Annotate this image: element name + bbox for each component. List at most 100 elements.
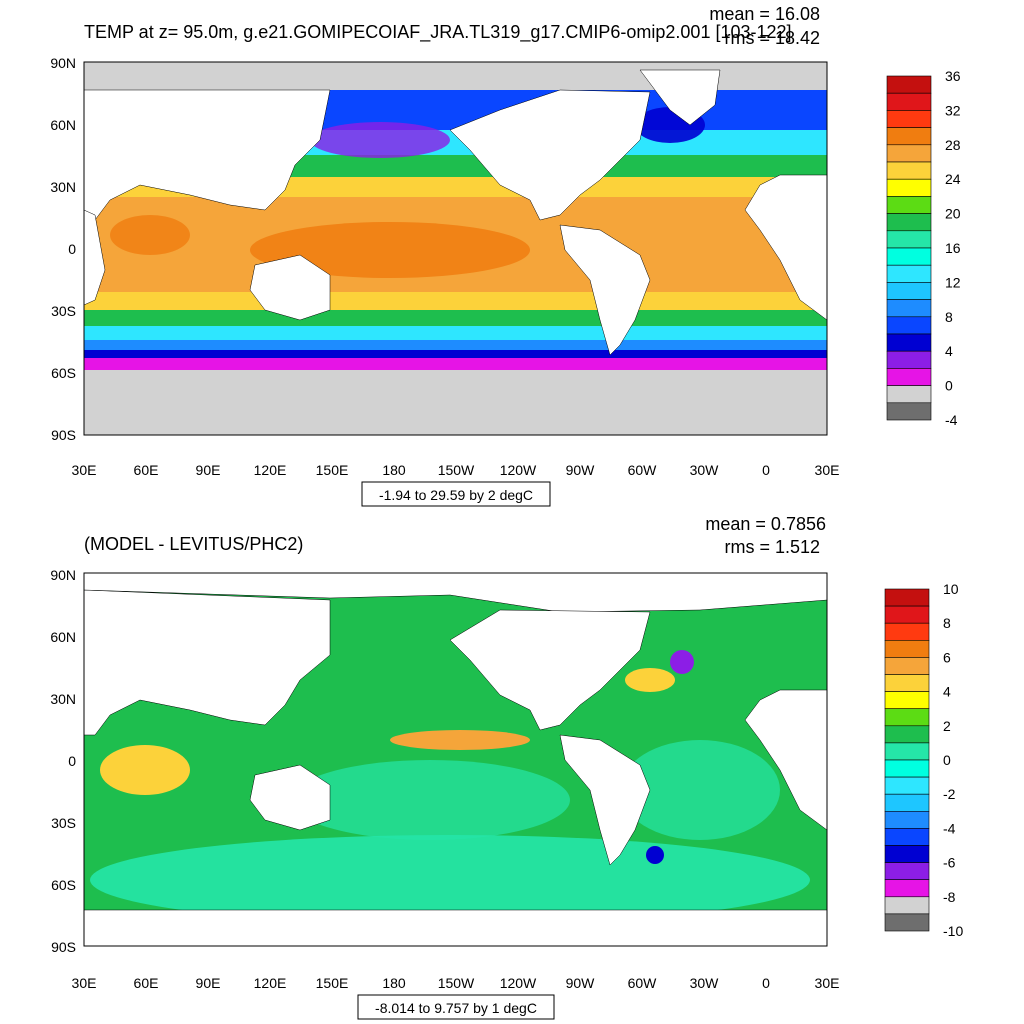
bottom-colorbar-label-8: -6	[943, 855, 956, 871]
bottom-colorbar-label-3: 4	[943, 684, 951, 700]
bottom-land-south-america	[559, 734, 651, 866]
top-warm-pool-indian	[110, 215, 190, 255]
bottom-colorbar-swatch-7	[884, 708, 930, 727]
top-colorbar-swatch-1	[886, 92, 932, 111]
bottom-lon-label-150e: 150E	[316, 975, 349, 991]
top-lat-label-60s: 60S	[51, 365, 76, 381]
top-panel: TEMP at z= 95.0m, g.e21.GOMIPECOIAF_JRA.…	[50, 4, 961, 507]
bottom-lon-label-0: 0	[762, 975, 770, 991]
bottom-colorbar-label-0: 10	[943, 581, 959, 597]
bottom-colorbar-swatch-0	[884, 588, 930, 607]
bottom-lon-label-30e: 30E	[72, 975, 97, 991]
bottom-land-australia	[249, 764, 331, 831]
top-band-antarctic	[84, 370, 827, 435]
top-lon-label-30w: 30W	[690, 462, 720, 478]
bottom-panel-rms: rms = 1.512	[724, 537, 820, 557]
bottom-lon-label-90w: 90W	[566, 975, 596, 991]
top-lon-label-150e: 150E	[316, 462, 349, 478]
bottom-colorbar-swatch-10	[884, 759, 930, 778]
top-colorbar-swatch-7	[886, 196, 932, 214]
bottom-anomaly-warm-gulf-stream	[625, 668, 675, 692]
bottom-colorbar-label-1: 8	[943, 615, 951, 631]
top-colorbar-label-2: 28	[945, 137, 961, 153]
bottom-lat-label-90s: 90S	[51, 939, 76, 955]
top-colorbar-swatch-0	[886, 75, 932, 94]
top-colorbar-label-3: 24	[945, 171, 961, 187]
bottom-colorbar-label-9: -8	[943, 889, 956, 905]
top-lon-label-120e: 120E	[254, 462, 287, 478]
bottom-colorbar-swatch-3	[884, 639, 930, 658]
top-colorbar-swatch-5	[886, 161, 932, 180]
bottom-colorbar-swatch-4	[884, 657, 930, 675]
bottom-land-africa	[744, 689, 827, 831]
bottom-colorbar: 10 8 6 4 2 0 -2 -4 -6 -8 -10	[884, 581, 963, 939]
bottom-colorbar-swatch-16	[884, 862, 930, 880]
bottom-lat-label-90n: 90N	[50, 567, 76, 583]
bottom-anomaly-cool-south	[90, 835, 810, 925]
top-land-north-america	[449, 89, 651, 221]
bottom-lat-label-60n: 60N	[50, 629, 76, 645]
bottom-colorbar-swatch-6	[884, 691, 930, 709]
top-colorbar-swatch-14	[886, 316, 932, 335]
top-colorbar-label-1: 32	[945, 102, 961, 118]
top-colorbar-swatch-3	[886, 127, 932, 146]
top-colorbar-swatch-18	[886, 385, 932, 404]
top-colorbar-swatch-13	[886, 299, 932, 318]
bottom-panel-title: (MODEL - LEVITUS/PHC2)	[84, 534, 303, 554]
bottom-land-antarctica	[84, 909, 827, 946]
top-colorbar-label-4: 20	[945, 206, 961, 222]
bottom-lon-label-60e: 60E	[134, 975, 159, 991]
bottom-colorbar-label-5: 0	[943, 752, 951, 768]
bottom-lon-label-150w: 150W	[438, 975, 475, 991]
top-lon-label-150w: 150W	[438, 462, 475, 478]
top-lat-label-90s: 90S	[51, 427, 76, 443]
top-colorbar: 36 32 28 24 20 16 12 8 4 0 -4	[886, 68, 961, 428]
bottom-colorbar-swatch-18	[884, 896, 930, 915]
top-colorbar-swatch-12	[886, 282, 932, 300]
top-map-frame: 90N 60N 30N 0 30S 60S 90S 30E 60E 90E 12…	[50, 55, 839, 478]
top-lon-label-0: 0	[762, 462, 770, 478]
top-colorbar-label-5: 16	[945, 240, 961, 256]
top-lon-label-90w: 90W	[566, 462, 596, 478]
bottom-colorbar-label-4: 2	[943, 718, 951, 734]
top-band-55s	[84, 358, 827, 370]
top-colorbar-label-8: 4	[945, 343, 953, 359]
bottom-colorbar-label-10: -10	[943, 923, 963, 939]
bottom-panel-mean: mean = 0.7856	[705, 514, 826, 534]
top-colorbar-swatch-8	[886, 213, 932, 232]
bottom-anomaly-cool-pacific	[290, 760, 570, 840]
top-colorbar-label-10: -4	[945, 412, 958, 428]
top-colorbar-swatch-11	[886, 264, 932, 283]
top-lon-label-120w: 120W	[500, 462, 537, 478]
top-colorbar-label-0: 36	[945, 68, 961, 84]
bottom-colorbar-swatch-14	[884, 828, 930, 846]
top-contour-info: -1.94 to 29.59 by 2 degC	[379, 487, 533, 503]
top-warm-pool-pacific	[250, 222, 530, 278]
top-colorbar-swatch-19	[886, 402, 932, 421]
bottom-land-north-america	[449, 609, 651, 731]
bottom-lon-label-30e-end: 30E	[815, 975, 840, 991]
top-land-south-america	[559, 224, 651, 356]
top-map	[84, 62, 827, 435]
top-lat-label-90n: 90N	[50, 55, 76, 71]
top-lon-label-60e: 60E	[134, 462, 159, 478]
bottom-lon-label-60w: 60W	[628, 975, 658, 991]
top-contour-info-box: -1.94 to 29.59 by 2 degC	[361, 481, 551, 507]
bottom-colorbar-swatch-11	[884, 776, 930, 795]
bottom-lat-label-30n: 30N	[50, 691, 76, 707]
bottom-anomaly-cold-falklands	[646, 846, 664, 864]
top-lat-label-60n: 60N	[50, 117, 76, 133]
top-cold-nw-pacific	[310, 122, 450, 158]
top-panel-mean: mean = 16.08	[709, 4, 820, 24]
top-colorbar-label-9: 0	[945, 378, 953, 394]
top-colorbar-swatch-6	[886, 178, 932, 197]
bottom-colorbar-label-2: 6	[943, 649, 951, 665]
bottom-lon-label-30w: 30W	[690, 975, 720, 991]
top-lon-label-180: 180	[382, 462, 406, 478]
bottom-colorbar-swatch-17	[884, 879, 930, 898]
bottom-colorbar-swatch-19	[884, 913, 930, 932]
top-band-45s	[84, 340, 827, 350]
top-panel-title: TEMP at z= 95.0m, g.e21.GOMIPECOIAF_JRA.…	[84, 22, 792, 43]
bottom-lon-label-90e: 90E	[196, 975, 221, 991]
